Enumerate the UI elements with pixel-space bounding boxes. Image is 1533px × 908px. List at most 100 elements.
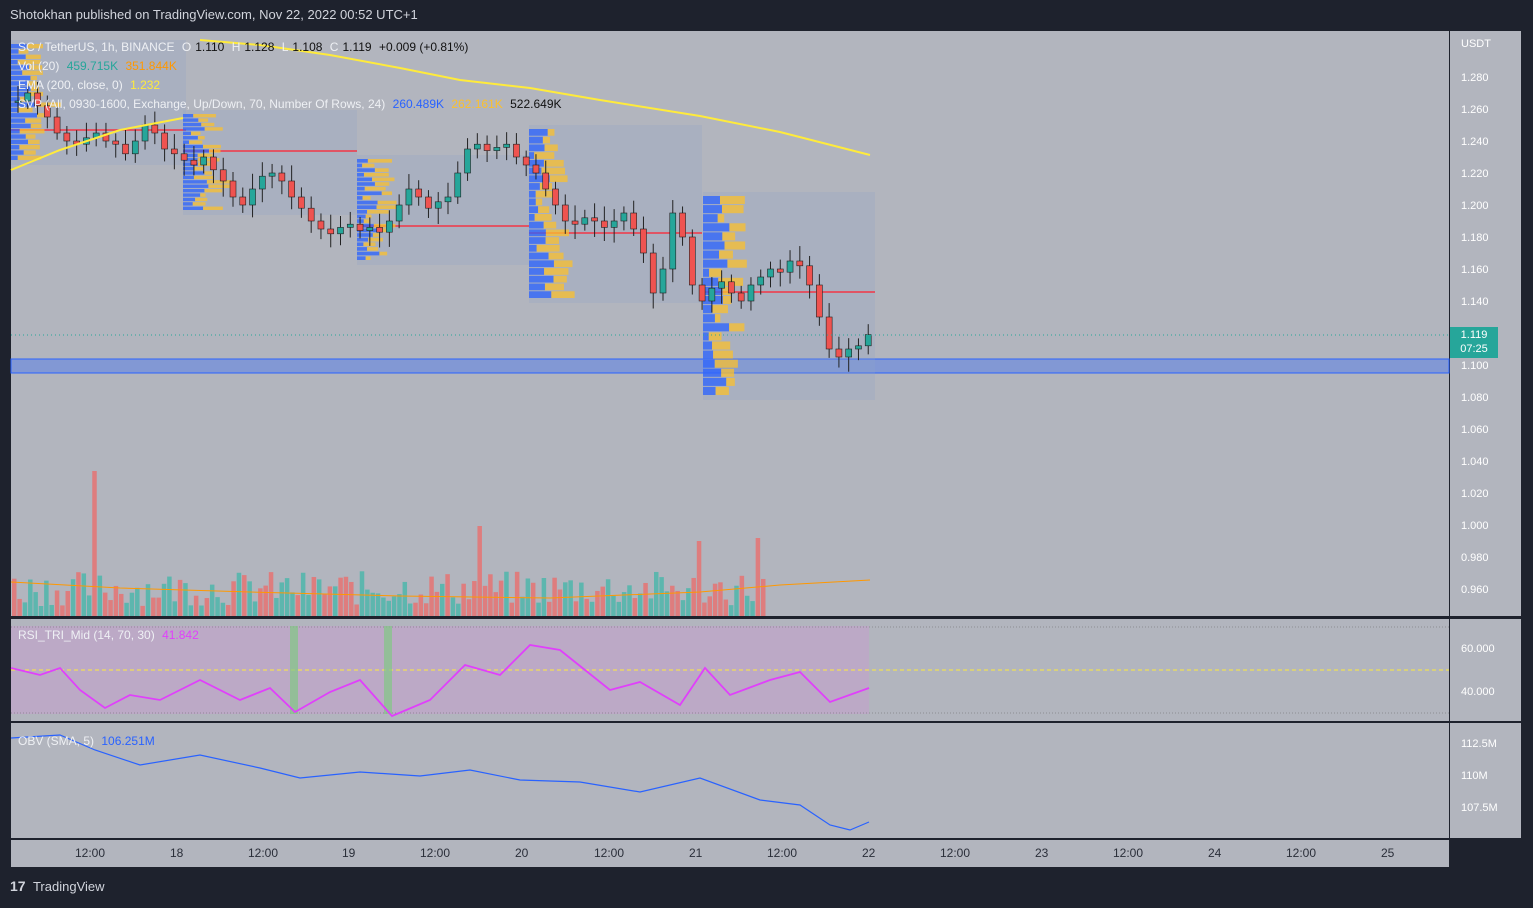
candle-body [640,228,647,254]
main-legend[interactable]: SC / TetherUS, 1h, BINANCE O 1.110 H 1.128… [18,40,472,54]
profile-up-bar [183,193,201,197]
volume-bar [445,574,450,616]
profile-down-bar [547,129,555,136]
volume-bar [242,575,247,616]
time-tick: 12:00 [594,846,625,860]
time-tick: 12:00 [248,846,279,860]
candle-body [698,284,706,302]
profile-up-bar [183,202,193,206]
price-tick: 1.060 [1461,424,1489,436]
profile-down-bar [721,205,744,214]
svp-legend[interactable]: SVP (All, 0930-1600, Exchange, Up/Down, … [18,97,566,111]
volume-legend[interactable]: Vol (20) 459.715K 351.844K [18,59,181,73]
profile-down-bar [204,171,212,175]
profile-down-bar [30,86,39,91]
volume-bar [493,592,498,616]
profile-down-bar [553,260,573,268]
profile-up-bar [11,86,31,91]
volume-label[interactable]: Vol (20) [18,59,60,73]
profile-up-bar [703,359,715,368]
obv-legend[interactable]: OBV (SMA, 5) 106.251M [18,734,159,748]
profile-up-bar [11,65,29,70]
profile-up-bar [703,268,710,277]
volume-bar [744,595,750,616]
profile-down-bar [362,196,371,200]
rsi-legend[interactable]: RSI_TRI_Mid (14, 70, 30) 41.842 [18,628,203,642]
volume-bar [268,572,274,616]
symbol-title[interactable]: SC / TetherUS, 1h, BINANCE [18,40,175,54]
volume-bar [712,583,718,616]
price-tick: 1.180 [1461,232,1489,244]
candle-body [581,217,589,225]
volume-bar [530,582,536,616]
volume-bar [327,586,333,616]
time-tick: 24 [1208,846,1222,860]
obv-line [10,734,870,831]
profile-down-bar [372,233,379,237]
profile-up-bar [11,118,26,123]
profile-up-bar [703,259,728,268]
volume-bar [215,597,220,616]
time-axis[interactable] [11,840,1449,867]
volume-bar [226,604,231,616]
profile-up-bar [357,251,380,256]
profile-down-bar [28,65,43,70]
obv-label[interactable]: OBV (SMA, 5) [18,734,95,748]
candle-body [845,348,852,358]
candle-body [298,196,305,209]
svp-label[interactable]: SVP (All, 0930-1600, Exchange, Up/Down, … [18,97,386,111]
price-tick: 1.080 [1461,392,1489,404]
profile-up-bar [11,155,18,160]
profile-up-bar [11,102,37,107]
profile-up-bar [183,158,198,162]
volume-bar [204,598,210,616]
profile-down-bar [717,214,725,223]
volume-bar [632,598,638,616]
footer-brand[interactable]: 17 TradingView [10,878,105,894]
ema-label[interactable]: EMA (200, close, 0) [18,78,123,92]
rsi-label[interactable]: RSI_TRI_Mid (14, 70, 30) [18,628,155,642]
profile-down-bar [724,241,746,250]
price-tick: 0.980 [1461,552,1489,564]
obv-pane[interactable] [11,723,1449,838]
profile-up-bar [357,223,374,228]
volume-bar [547,601,552,616]
price-tick: 1.100 [1461,360,1489,372]
volume-bar [17,598,22,616]
profile-down-bar [729,323,745,332]
candle-body [161,132,168,150]
profile-down-bar [543,159,564,167]
rsi-axis[interactable] [1450,619,1521,721]
high-label: H [231,40,241,54]
profile-down-bar [536,244,560,252]
volume-bar [418,594,424,616]
profile-down-bar [714,314,721,323]
profile-up-bar [11,44,27,49]
profile-down-bar [363,172,389,177]
profile-down-bar [201,122,215,127]
profile-down-bar [541,167,566,175]
volume-bar [333,586,338,616]
profile-up-bar [183,122,202,127]
volume-bar [295,595,301,616]
candle-body [767,268,774,278]
profile-down-bar [544,144,558,152]
price-axis[interactable] [1450,31,1521,616]
volume-bar [637,593,643,616]
ema-legend[interactable]: EMA (200, close, 0) 1.232 [18,78,164,92]
volume-bar [686,588,691,616]
obv-axis[interactable] [1450,723,1521,838]
candle-body [610,220,618,228]
profile-down-bar [367,210,389,214]
volume-bar [541,578,547,616]
profile-up-bar [529,206,539,213]
volume-bar [354,604,359,616]
profile-up-bar [529,221,544,229]
price-tick: 1.040 [1461,456,1489,468]
volume-bar [691,577,696,616]
volume-bar [579,582,584,616]
profile-up-bar [529,190,536,198]
volume-bar [440,583,445,616]
low-value: 1.108 [292,40,323,54]
